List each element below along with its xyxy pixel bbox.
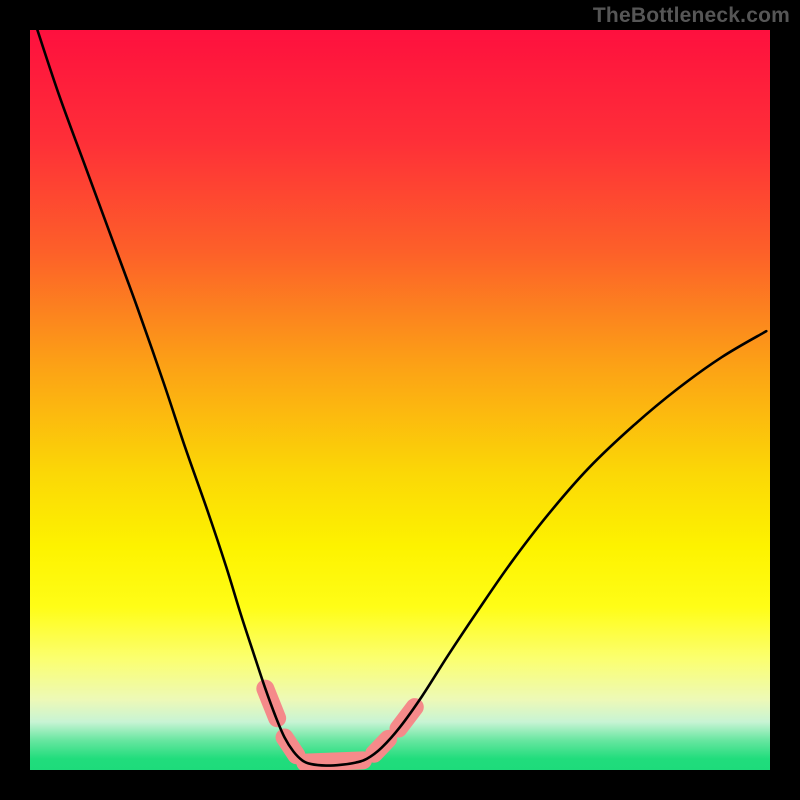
frame-bottom [0,770,800,800]
plot-area [30,30,770,770]
watermark-text: TheBottleneck.com [593,4,790,28]
gradient-background [30,30,770,770]
gradient-and-curve [30,30,770,770]
frame-left [0,0,30,800]
canvas-root: TheBottleneck.com [0,0,800,800]
frame-right [770,0,800,800]
